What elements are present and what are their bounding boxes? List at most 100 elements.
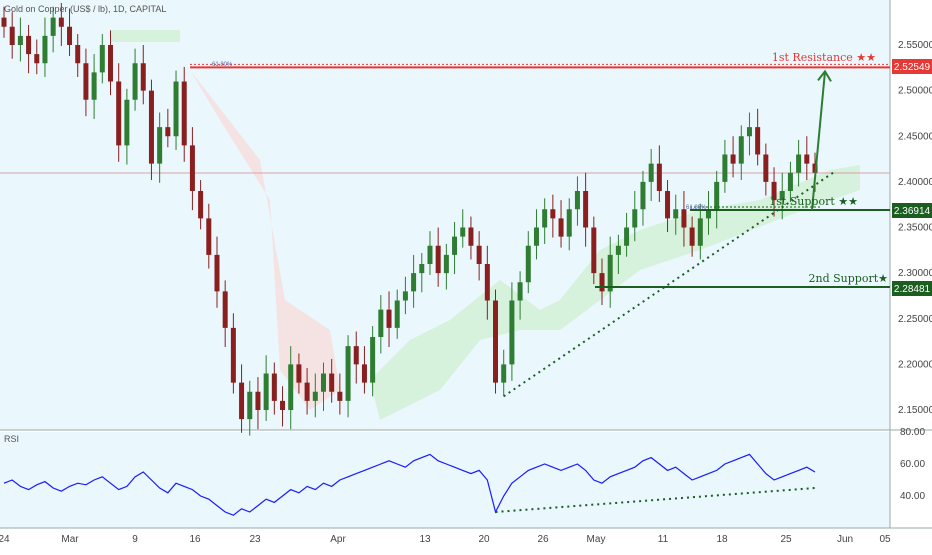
candle-body: [746, 127, 752, 137]
candle-body: [402, 291, 408, 301]
candle-body: [493, 300, 499, 383]
rsi-panel-label: RSI: [4, 434, 19, 444]
candle-body: [591, 227, 597, 274]
candle-body: [468, 227, 474, 246]
candle-body: [624, 227, 630, 246]
candle-body: [34, 54, 40, 64]
candle-body: [804, 154, 810, 164]
candle-body: [607, 254, 613, 292]
candle-body: [484, 264, 490, 301]
candle-body: [337, 391, 343, 401]
rsi-tick-label: 60.00: [900, 459, 925, 470]
price-tick-label: 2.50000: [898, 86, 932, 97]
candle-body: [288, 364, 294, 410]
candle-body: [148, 90, 154, 164]
price-tick-label: 2.40000: [898, 177, 932, 188]
candle-body: [353, 346, 359, 365]
time-tick-label: Apr: [330, 534, 346, 545]
price-tick-label: 2.15000: [898, 405, 932, 416]
trend-overlays: [503, 69, 834, 398]
candle-body: [75, 45, 81, 64]
support2-price-tag: 2.28481: [892, 281, 932, 296]
candle-body: [247, 391, 253, 420]
support2-tag-bg: [892, 281, 932, 296]
price-tick-label: 2.45000: [898, 131, 932, 142]
candle-body: [787, 172, 793, 191]
candle-body: [501, 364, 507, 383]
rsi-plot-background: [0, 432, 890, 528]
candle-body: [648, 163, 654, 182]
time-tick-label: 24: [0, 534, 10, 545]
candle-body: [99, 45, 105, 73]
candle-body: [329, 373, 335, 392]
candle-body: [615, 245, 621, 255]
time-tick-label: 25: [780, 534, 792, 545]
projection-arrow-head: [817, 69, 832, 82]
support1-value: 2.36914: [894, 206, 931, 217]
rsi-series: [3, 453, 816, 516]
candle-body: [91, 72, 97, 100]
candle-body: [599, 273, 605, 292]
candle-body: [296, 364, 302, 383]
candle-body: [427, 245, 433, 264]
candle-body: [206, 218, 212, 255]
candle-body: [460, 227, 466, 237]
cloud-region-2: [370, 165, 860, 420]
support2-label: 2nd Support★: [809, 272, 889, 285]
candle-body: [517, 282, 523, 301]
candle-body: [214, 254, 220, 292]
candle-body: [173, 81, 179, 137]
candle-body: [345, 346, 351, 401]
candle-body: [681, 209, 687, 228]
candle-body: [132, 63, 138, 100]
candle-body: [67, 26, 73, 45]
candle-body: [124, 99, 130, 146]
candle-body: [411, 273, 417, 292]
time-tick-label: 11: [658, 534, 669, 545]
time-tick-label: 23: [249, 534, 261, 545]
support-resistance-levels: [190, 63, 890, 288]
candle-body: [157, 127, 163, 164]
time-tick-label: 26: [537, 534, 549, 545]
candle-body: [632, 209, 638, 228]
time-tick-label: 16: [189, 534, 201, 545]
candle-body: [640, 181, 646, 210]
symbol-header: Gold on Copper (US$ / lb), 1D, CAPITAL: [4, 4, 166, 14]
candle-body: [222, 291, 228, 328]
time-tick-label: 05: [879, 534, 891, 545]
candle-body: [730, 154, 736, 164]
candle-body: [386, 309, 392, 328]
resistance-label: 1st Resistance ★★: [772, 51, 876, 64]
price-tick-label: 2.20000: [898, 359, 932, 370]
support1-price-tag: 2.36914: [892, 203, 932, 218]
resistance-price-tag: 2.52549: [892, 59, 932, 74]
candle-body: [83, 63, 89, 100]
rsi-tick-label: 80.00: [900, 427, 925, 438]
resistance-tag-bg: [892, 59, 932, 74]
candle-body: [198, 191, 204, 219]
candle-body: [230, 327, 236, 383]
candle-body: [722, 154, 728, 182]
time-tick-label: 18: [716, 534, 728, 545]
time-tick-label: 13: [419, 534, 431, 545]
candle-body: [419, 264, 425, 274]
candle-body: [796, 154, 802, 173]
candle-body: [771, 181, 777, 201]
candle-body: [435, 245, 441, 274]
resistance-value: 2.52549: [894, 62, 931, 73]
candle-body: [476, 245, 482, 264]
candle-body: [140, 63, 146, 91]
candle-body: [673, 209, 679, 219]
candle-body: [370, 337, 376, 383]
candle-body: [1, 17, 7, 27]
support2-value: 2.28481: [894, 284, 931, 295]
ichimoku-cloud: [110, 30, 860, 420]
price-tick-label: 2.35000: [898, 223, 932, 234]
candle-body: [165, 127, 171, 137]
candle-body: [558, 218, 564, 237]
cloud-region-0: [110, 30, 180, 42]
candle-body: [181, 81, 187, 146]
candle-body: [9, 26, 15, 45]
